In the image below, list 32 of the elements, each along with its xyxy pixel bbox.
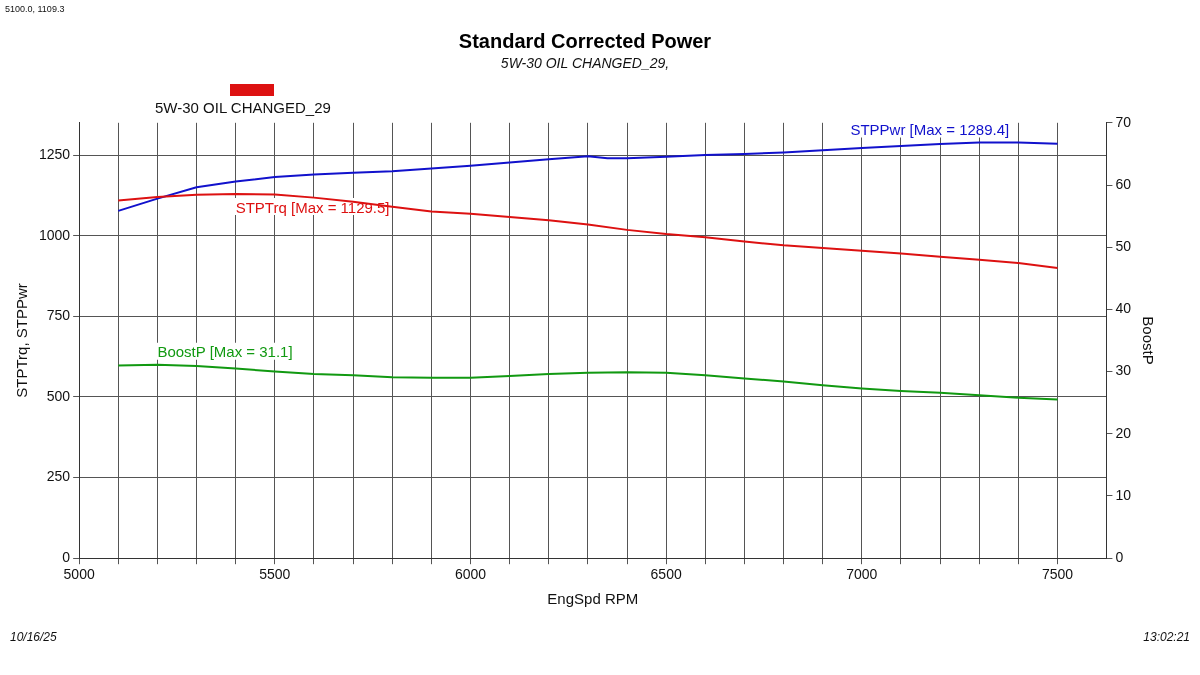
y2-axis-title: BoostP bbox=[1139, 316, 1157, 365]
series-label: STPPwr [Max = 1289.4] bbox=[850, 121, 1010, 139]
text: 5100.0, 1109.3 bbox=[5, 4, 65, 14]
chart-title: Standard Corrected Power bbox=[458, 29, 712, 52]
y2-tick-label: 50 bbox=[1115, 238, 1132, 255]
text: 10/16/25 bbox=[10, 630, 57, 644]
x-tick-label: 6000 bbox=[454, 566, 487, 583]
y-tick-label: 1000 bbox=[38, 226, 71, 243]
y-axis-title: STPTrq, STPPwr bbox=[13, 283, 31, 398]
y-tick-label: 0 bbox=[62, 549, 71, 566]
y2-tick-label: 30 bbox=[1115, 362, 1132, 379]
y2-tick-label: 70 bbox=[1115, 113, 1132, 130]
x-tick-label: 7000 bbox=[846, 566, 878, 583]
y-tick-label: 500 bbox=[46, 387, 71, 404]
x-tick-label: 5500 bbox=[259, 566, 291, 583]
legend-title: 5W-30 OIL CHANGED_29 bbox=[155, 98, 331, 116]
x-axis-title: EngSpd RPM bbox=[547, 590, 639, 608]
y2-tick-label: 60 bbox=[1115, 175, 1132, 192]
y2-tick-label: 10 bbox=[1115, 486, 1132, 503]
y2-tick-label: 40 bbox=[1115, 300, 1132, 317]
chart-subtitle: 5W-30 OIL CHANGED_29, bbox=[500, 55, 670, 72]
text: 13:02:21 bbox=[1143, 630, 1190, 644]
x-tick-label: 5000 bbox=[63, 566, 95, 583]
y-tick-label: 1250 bbox=[38, 145, 71, 162]
series-label: BoostP [Max = 31.1] bbox=[157, 343, 293, 361]
y2-tick-label: 20 bbox=[1115, 424, 1132, 441]
x-tick-label: 6500 bbox=[650, 566, 682, 583]
x-tick-label: 7500 bbox=[1041, 566, 1074, 583]
y-tick-label: 750 bbox=[46, 307, 71, 324]
series-label: STPTrq [Max = 1129.5] bbox=[235, 198, 390, 216]
y-tick-label: 250 bbox=[46, 468, 71, 485]
y2-tick-label: 0 bbox=[1115, 549, 1124, 566]
